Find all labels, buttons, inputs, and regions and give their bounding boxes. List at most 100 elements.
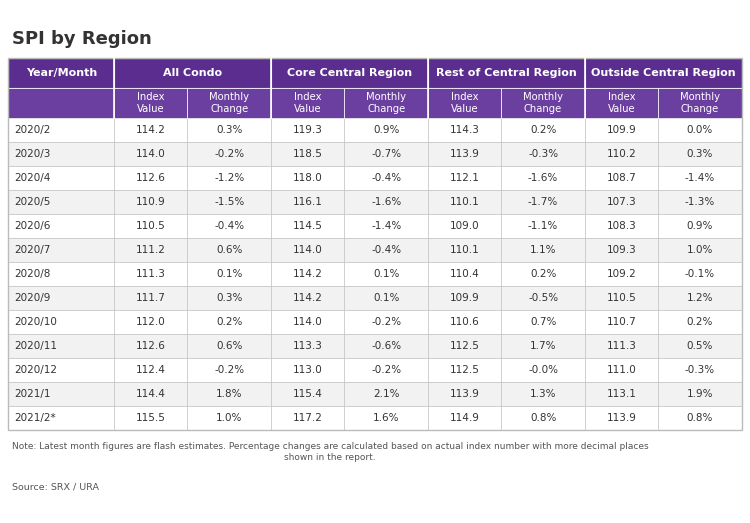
Bar xyxy=(658,358,742,382)
Bar xyxy=(428,262,501,286)
Bar xyxy=(344,238,428,262)
Text: 113.1: 113.1 xyxy=(607,389,637,399)
Bar xyxy=(428,166,501,190)
Bar xyxy=(428,406,501,430)
Text: 114.3: 114.3 xyxy=(450,125,479,135)
Text: Year/Month: Year/Month xyxy=(26,68,97,78)
Bar xyxy=(501,382,585,406)
Bar xyxy=(344,310,428,334)
Text: 118.0: 118.0 xyxy=(293,173,322,183)
Bar xyxy=(501,334,585,358)
Text: 0.8%: 0.8% xyxy=(687,413,713,423)
Text: 118.5: 118.5 xyxy=(292,149,322,159)
Text: 112.5: 112.5 xyxy=(450,365,479,375)
Text: 117.2: 117.2 xyxy=(292,413,322,423)
Text: 1.2%: 1.2% xyxy=(687,293,713,303)
Text: 115.4: 115.4 xyxy=(292,389,322,399)
Text: 2021/1: 2021/1 xyxy=(14,389,50,399)
Bar xyxy=(115,382,188,406)
Text: 111.3: 111.3 xyxy=(607,341,637,351)
Bar xyxy=(501,406,585,430)
Bar xyxy=(658,262,742,286)
Text: 113.9: 113.9 xyxy=(450,389,479,399)
Bar xyxy=(8,58,115,88)
Bar xyxy=(501,358,585,382)
Bar xyxy=(585,58,742,88)
Bar xyxy=(428,214,501,238)
Text: 112.5: 112.5 xyxy=(450,341,479,351)
Text: Monthly
Change: Monthly Change xyxy=(523,92,563,114)
Bar xyxy=(115,214,188,238)
Bar xyxy=(272,358,344,382)
Text: 1.0%: 1.0% xyxy=(687,245,713,255)
Bar xyxy=(585,358,658,382)
Text: 113.3: 113.3 xyxy=(292,341,322,351)
Text: 112.1: 112.1 xyxy=(450,173,479,183)
Text: Outside Central Region: Outside Central Region xyxy=(591,68,736,78)
Bar xyxy=(658,142,742,166)
Bar xyxy=(115,262,188,286)
Text: 109.2: 109.2 xyxy=(607,269,637,279)
Bar xyxy=(8,118,115,142)
Text: 0.2%: 0.2% xyxy=(687,317,713,327)
Text: 116.1: 116.1 xyxy=(292,197,322,207)
Text: -0.2%: -0.2% xyxy=(371,317,401,327)
Bar xyxy=(428,118,501,142)
Bar xyxy=(188,382,272,406)
Text: 115.5: 115.5 xyxy=(136,413,166,423)
Text: 1.7%: 1.7% xyxy=(530,341,556,351)
Text: -0.2%: -0.2% xyxy=(371,365,401,375)
Text: -0.2%: -0.2% xyxy=(214,365,244,375)
Bar xyxy=(585,190,658,214)
Text: -1.6%: -1.6% xyxy=(371,197,401,207)
Text: 2020/3: 2020/3 xyxy=(14,149,50,159)
Bar xyxy=(8,190,115,214)
Text: 119.3: 119.3 xyxy=(292,125,322,135)
Text: 112.6: 112.6 xyxy=(136,341,166,351)
Text: 1.0%: 1.0% xyxy=(216,413,242,423)
Bar xyxy=(188,142,272,166)
Bar xyxy=(272,118,344,142)
Bar xyxy=(344,190,428,214)
Bar xyxy=(188,286,272,310)
Bar xyxy=(188,358,272,382)
Bar xyxy=(344,406,428,430)
Text: 114.4: 114.4 xyxy=(136,389,166,399)
Text: 1.9%: 1.9% xyxy=(687,389,713,399)
Text: Rest of Central Region: Rest of Central Region xyxy=(436,68,577,78)
Text: 114.2: 114.2 xyxy=(292,293,322,303)
Text: 0.7%: 0.7% xyxy=(530,317,556,327)
Bar xyxy=(428,286,501,310)
Text: -0.6%: -0.6% xyxy=(371,341,401,351)
Bar xyxy=(501,214,585,238)
Text: 108.7: 108.7 xyxy=(607,173,637,183)
Text: 114.9: 114.9 xyxy=(450,413,479,423)
Bar xyxy=(658,88,742,118)
Text: 110.4: 110.4 xyxy=(450,269,479,279)
Text: 114.0: 114.0 xyxy=(293,317,322,327)
Bar xyxy=(188,334,272,358)
Text: 0.1%: 0.1% xyxy=(216,269,242,279)
Bar xyxy=(428,334,501,358)
Text: -0.4%: -0.4% xyxy=(214,221,244,231)
Text: Source: SRX / URA: Source: SRX / URA xyxy=(12,482,99,491)
Bar xyxy=(585,310,658,334)
Text: Index
Value: Index Value xyxy=(451,92,478,114)
Text: 113.0: 113.0 xyxy=(293,365,322,375)
Bar xyxy=(344,166,428,190)
Bar xyxy=(115,118,188,142)
Bar xyxy=(272,214,344,238)
Bar xyxy=(585,142,658,166)
Bar xyxy=(428,88,501,118)
Text: 2020/5: 2020/5 xyxy=(14,197,50,207)
Bar xyxy=(115,406,188,430)
Bar xyxy=(272,382,344,406)
Text: -1.4%: -1.4% xyxy=(371,221,401,231)
Bar xyxy=(344,382,428,406)
Text: 110.5: 110.5 xyxy=(136,221,166,231)
Text: -1.2%: -1.2% xyxy=(214,173,244,183)
Text: -0.4%: -0.4% xyxy=(371,245,401,255)
Bar xyxy=(188,118,272,142)
Text: 1.3%: 1.3% xyxy=(530,389,556,399)
Bar xyxy=(658,238,742,262)
